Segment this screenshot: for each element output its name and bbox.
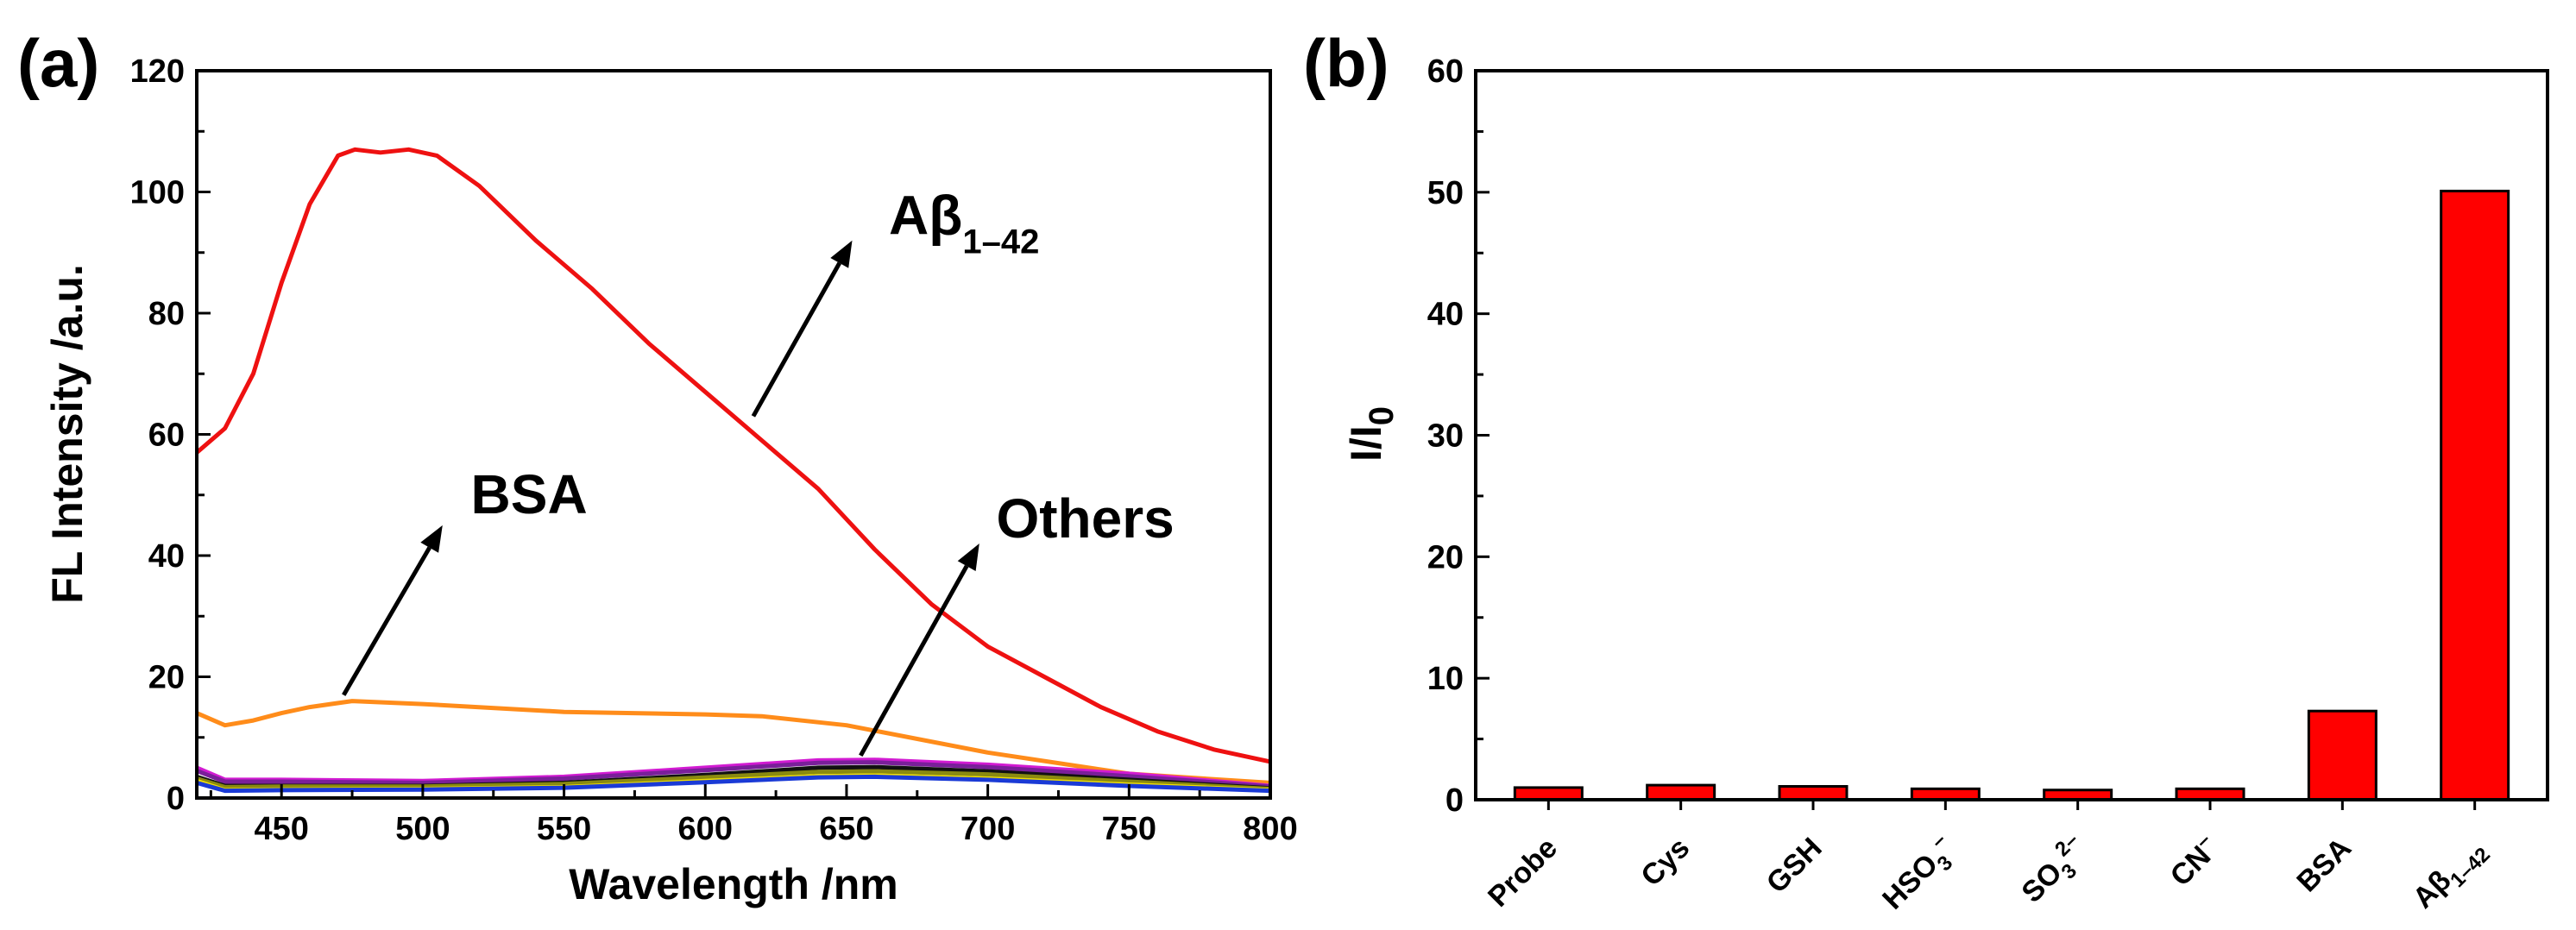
- chart-b-ylabel-sub: 0: [1363, 406, 1401, 425]
- chart-b-category-main: GSH: [1760, 832, 1829, 900]
- chart-a-annotation-text: BSA: [471, 463, 588, 525]
- chart-b-ytick-label: 50: [1427, 175, 1464, 211]
- chart-b-bar-0: [1513, 786, 1584, 801]
- chart-b-ytick-label: 30: [1427, 418, 1464, 455]
- chart-a-xtick-label: 500: [395, 811, 450, 847]
- chart-a-series: [195, 147, 1271, 794]
- chart-a-xtick-label: 650: [819, 811, 873, 847]
- chart-a-annotation-0: Aβ1–42: [889, 185, 1039, 261]
- chart-b-ytick-label: 40: [1427, 297, 1464, 333]
- chart-b-bars: [1513, 189, 2510, 801]
- chart-b-category-label-5: CN–: [2161, 828, 2226, 893]
- chart-a-series-line-5: [196, 769, 1271, 791]
- chart-a-series-line-1: [196, 699, 1271, 785]
- chart-a-annotation-arrowhead-0: [830, 240, 853, 268]
- chart-a-ytick-label: 80: [148, 296, 185, 332]
- chart-b-bar-7: [2440, 189, 2510, 801]
- chart-b-category-label-0: Probe: [1482, 832, 1564, 914]
- chart-a-ticks: 450 500 550 600 650 700 750 800 0 20 40 60 80 100 120: [130, 53, 1298, 847]
- chart-b-ytick-label: 10: [1427, 661, 1464, 697]
- chart-b-category-superscript: 2–: [2050, 828, 2083, 861]
- panel-b-label: (b): [1303, 25, 1389, 101]
- chart-b-category-label-3: HSO3–: [1874, 828, 1966, 921]
- chart-a-annotation-arrow-0: [751, 261, 841, 418]
- chart-a-ytick-label: 20: [148, 660, 185, 696]
- chart-a-annotation-arrow-1: [342, 546, 431, 696]
- chart-a-annotation-arrowhead-1: [420, 525, 443, 553]
- chart-a-series-line-3: [196, 760, 1271, 789]
- chart-a-ytick-label: 100: [130, 175, 185, 211]
- chart-a-frame: [195, 69, 1272, 800]
- chart-b-bar-1: [1646, 783, 1716, 801]
- chart-a: 450 500 550 600 650 700 750 800020406080100120 …: [43, 53, 1298, 908]
- chart-a-ylabel: FL Intensity /a.u.: [43, 264, 91, 604]
- chart-a-ytick-label: 60: [148, 418, 185, 454]
- chart-a-annotation-text: Aβ: [889, 185, 962, 247]
- chart-a-series-line-0: [195, 147, 1271, 764]
- panel-a-label: (a): [17, 25, 99, 101]
- chart-b-ytick-label: 20: [1427, 539, 1464, 575]
- chart-b-ytick-label: 0: [1445, 782, 1464, 819]
- chart-b-bar-6: [2307, 709, 2378, 801]
- chart-a-ytick-label: 40: [148, 538, 185, 575]
- chart-a-annotation-1: BSA: [471, 463, 588, 525]
- chart-a-annotation-subscript: 1–42: [962, 223, 1039, 261]
- chart-a-xtick-label: 700: [960, 811, 1015, 847]
- chart-b-category-label-4: SO32–: [2012, 828, 2098, 914]
- chart-a-xtick-label: 550: [537, 811, 591, 847]
- chart-b-bar-2: [1778, 785, 1849, 801]
- chart-b-category-labels: Probe Cys GSH HSO3– SO32– CN– BSA Aβ1–42: [1482, 828, 2495, 921]
- chart-a-annotation-arrow-2: [859, 564, 969, 757]
- chart-b-category-main: BSA: [2290, 832, 2358, 899]
- chart-a-series-line-7: [196, 774, 1271, 794]
- chart-b-ytick-label: 60: [1427, 53, 1464, 90]
- chart-a-xtick-label: 450: [255, 811, 309, 847]
- chart-b-category-label-1: Cys: [1634, 832, 1696, 893]
- chart-b-frame: [1474, 69, 2549, 801]
- chart-b-category-label-2: GSH: [1760, 832, 1829, 900]
- chart-b-category-main: Probe: [1482, 832, 1564, 914]
- chart-b-category-superscript: –: [1926, 828, 1951, 853]
- chart-b-category-main: Cys: [1634, 832, 1696, 893]
- chart-a-annotation-2: Others: [996, 487, 1174, 550]
- chart-b-category-label-7: Aβ1–42: [2407, 832, 2495, 920]
- chart-b: 0 10 20 30 40 50 60 Probe Cys GSH HSO3– SO32– CN– BS…: [1342, 53, 2549, 921]
- chart-a-annotation-text: Others: [996, 487, 1174, 550]
- chart-b-ylabel-main: I/I: [1342, 425, 1390, 462]
- chart-b-category-label-6: BSA: [2290, 832, 2358, 899]
- chart-b-ylabel: I/I0: [1342, 406, 1401, 462]
- chart-a-xtick-label: 800: [1243, 811, 1297, 847]
- chart-a-xlabel: Wavelength /nm: [569, 860, 898, 908]
- chart-a-xtick-label: 750: [1102, 811, 1156, 847]
- chart-a-annotation-arrowhead-2: [957, 544, 979, 571]
- chart-a-ytick-label: 120: [130, 53, 185, 90]
- chart-a-annotations: Aβ1–42 BSA Others: [342, 185, 1175, 757]
- chart-a-xtick-label: 600: [678, 811, 733, 847]
- chart-a-ytick-label: 0: [167, 781, 185, 817]
- chart-b-ticks: 0 10 20 30 40 50 60: [1427, 53, 2477, 819]
